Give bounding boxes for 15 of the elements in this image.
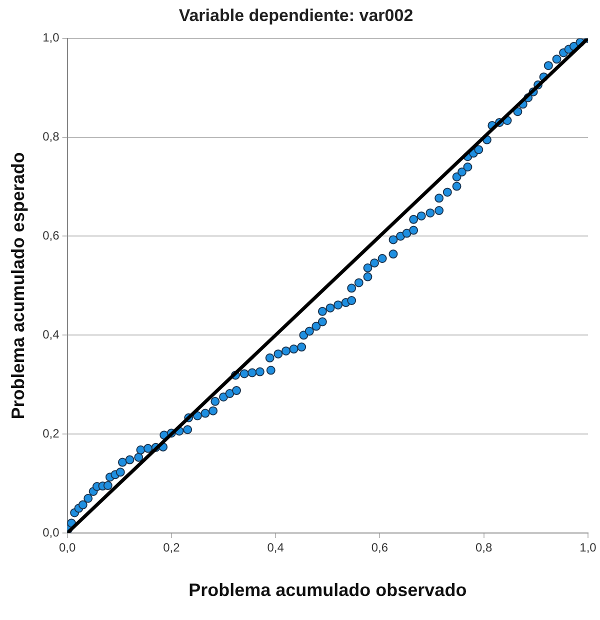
- x-tick-label: 0,8: [476, 540, 493, 555]
- x-tick-label: 0,0: [58, 540, 76, 555]
- chart-title: Variable dependiente: var002: [178, 6, 414, 25]
- y-tick-label: 0,8: [42, 130, 60, 144]
- x-tick-label: 0,4: [267, 540, 284, 555]
- x-axis-title: Problema acumulado observado: [188, 580, 467, 600]
- y-axis-title: Problema acumulado esperado: [8, 152, 28, 420]
- y-tick-label: 0,4: [42, 327, 60, 342]
- y-tick-label: 0,2: [42, 426, 60, 440]
- x-tick-label: 0,6: [371, 540, 388, 555]
- y-tick-label: 1,0: [42, 30, 60, 45]
- y-tick-label: 0,0: [42, 525, 60, 540]
- y-tick-label: 0,6: [42, 228, 60, 243]
- x-tick-label: 0,2: [163, 540, 180, 555]
- x-tick-label: 1,0: [580, 540, 597, 555]
